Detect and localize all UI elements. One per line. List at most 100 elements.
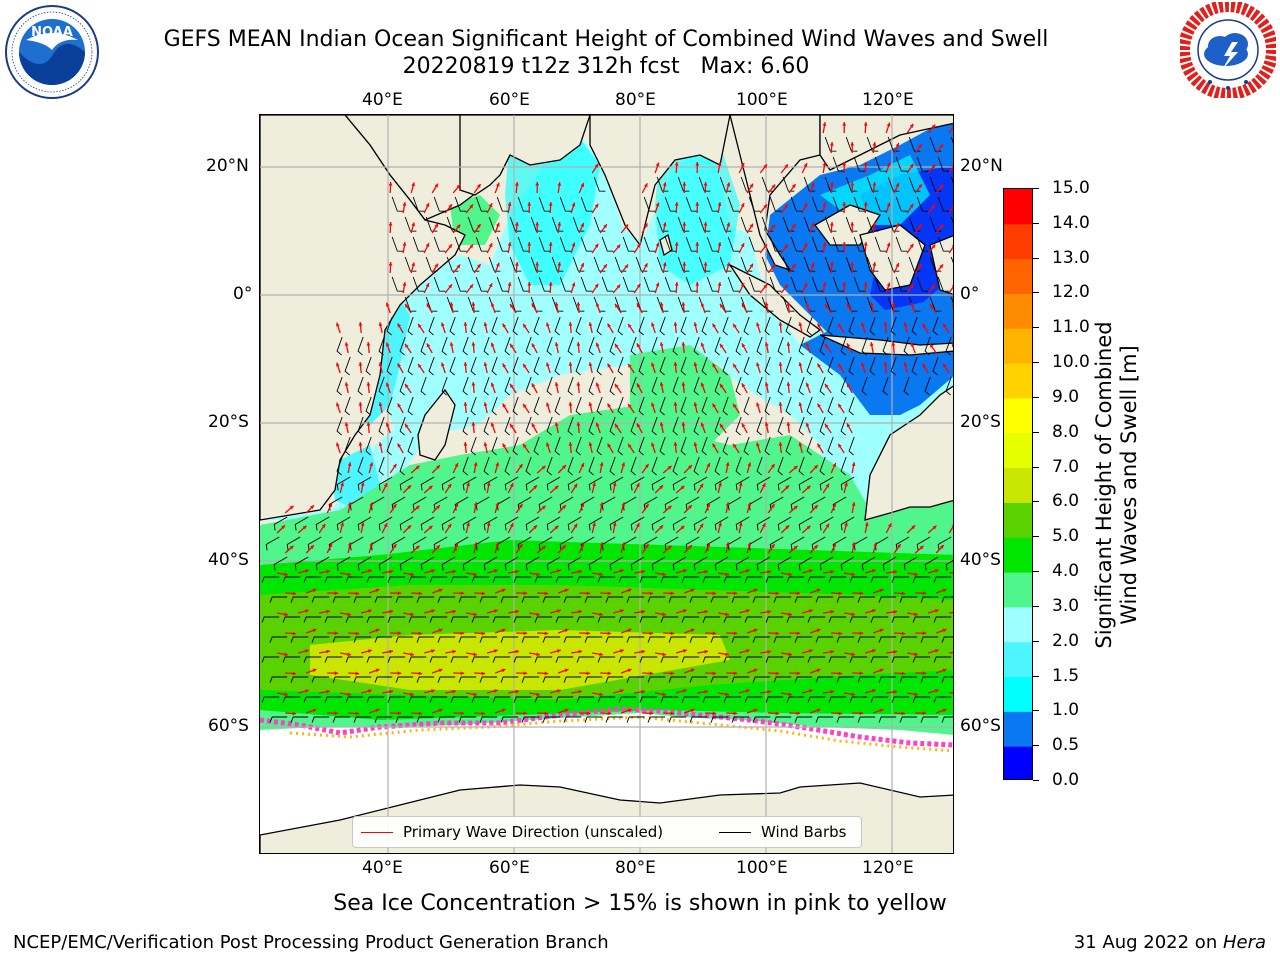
wind-barb <box>470 396 477 416</box>
wind-barb <box>584 596 603 603</box>
wave-direction-arrowhead <box>367 569 372 573</box>
wind-barb <box>702 616 721 623</box>
wind-barb <box>475 236 488 252</box>
wind-barb <box>626 716 645 723</box>
wind-barb <box>950 256 953 264</box>
wave-direction-arrowhead <box>438 588 443 593</box>
wind-barb <box>470 436 477 456</box>
wind-barb <box>794 676 813 683</box>
wave-direction-arrowhead <box>846 303 851 308</box>
wind-barb <box>752 716 771 723</box>
wave-direction-arrowhead <box>607 403 612 408</box>
wind-barb <box>386 396 393 416</box>
wave-direction-arrowhead <box>334 591 339 596</box>
wave-direction-arrowhead <box>670 711 675 716</box>
wave-direction-arrowhead <box>344 422 349 427</box>
wind-barb <box>513 576 532 583</box>
wind-barb <box>496 196 509 212</box>
wave-direction-arrowhead <box>893 570 898 574</box>
wind-barb <box>727 236 740 252</box>
wind-barb <box>706 236 719 252</box>
wave-direction-arrowhead <box>568 362 573 366</box>
wave-direction-arrowhead <box>662 572 667 577</box>
wave-direction-arrowhead <box>514 262 519 266</box>
wave-direction-arrowhead <box>326 649 331 654</box>
wind-barb <box>588 516 603 531</box>
wind-barb <box>756 376 763 396</box>
wave-direction-arrowhead <box>659 302 664 307</box>
wave-direction-arrowhead <box>851 692 856 697</box>
wind-barb <box>815 596 834 603</box>
wind-barb <box>651 516 666 531</box>
wave-direction-arrowhead <box>392 503 397 508</box>
wave-direction-arrowhead <box>951 164 953 167</box>
wave-direction-arrowhead <box>798 322 803 327</box>
wave-direction-arrowhead <box>939 184 944 189</box>
colorbar-swatch <box>1004 641 1032 678</box>
wave-direction-arrowhead <box>756 322 760 327</box>
wave-direction-arrowhead <box>778 402 783 406</box>
wind-barb <box>618 696 637 703</box>
colorbar-tick-label: 15.0 <box>1052 178 1090 198</box>
wind-barb <box>546 456 553 476</box>
wind-barb <box>282 656 301 663</box>
wind-barb <box>437 716 456 723</box>
wave-direction-arrowhead <box>635 523 640 528</box>
wind-barb <box>824 176 837 192</box>
wave-direction-arrowhead <box>463 402 468 406</box>
wave-direction-arrowhead <box>557 222 562 226</box>
wave-direction-arrowhead <box>344 382 349 387</box>
wind-barb <box>588 336 595 356</box>
wind-barb <box>567 336 574 356</box>
wave-direction-arrowhead <box>745 569 750 573</box>
wave-direction-arrowhead <box>674 202 679 206</box>
wind-barb <box>492 696 511 703</box>
wind-barb <box>727 196 740 212</box>
wave-direction-arrowhead <box>556 649 561 653</box>
wind-barb <box>395 636 414 643</box>
wind-barb <box>764 436 771 456</box>
wave-direction-arrowhead <box>347 462 352 467</box>
wind-barb <box>836 676 855 683</box>
wave-direction-arrowhead <box>402 242 407 246</box>
wave-direction-arrowhead <box>436 545 440 550</box>
wave-direction-arrowhead <box>405 303 409 308</box>
wind-barb <box>786 656 805 663</box>
wind-barb <box>882 556 897 571</box>
wave-direction-arrowhead <box>463 442 468 446</box>
wave-direction-arrowhead <box>767 689 772 694</box>
colorbar-swatch <box>1004 746 1032 779</box>
wave-direction-arrowhead <box>355 711 360 716</box>
wind-barb <box>677 256 690 272</box>
wind-barb <box>714 416 721 436</box>
wind-barb <box>916 536 931 551</box>
wind-barb <box>899 596 918 603</box>
wind-barb <box>941 676 953 683</box>
wind-barb <box>748 196 761 212</box>
wind-barb <box>336 556 351 571</box>
chart-title: GEFS MEAN Indian Ocean Significant Heigh… <box>163 27 1049 52</box>
wind-barb <box>597 616 616 623</box>
wave-direction-arrowhead <box>621 502 626 507</box>
wind-barb <box>647 676 666 683</box>
wave-direction-arrowhead <box>533 525 538 530</box>
wave-direction-arrowhead <box>615 303 619 308</box>
wave-direction-arrowhead <box>756 402 760 407</box>
wind-barb <box>504 556 519 571</box>
wave-direction-arrowhead <box>284 692 289 697</box>
wave-direction-arrowhead <box>304 569 309 573</box>
wave-direction-arrowhead <box>556 689 561 693</box>
wind-barb <box>790 236 803 252</box>
wind-barb <box>446 256 459 272</box>
wind-barb <box>269 676 288 683</box>
wave-direction-arrowhead <box>775 631 780 636</box>
wave-direction-arrowhead <box>901 591 906 596</box>
wind-barb <box>365 436 372 456</box>
wind-barb <box>887 296 900 312</box>
wave-direction-arrowhead <box>449 342 454 347</box>
wave-direction-arrow <box>949 691 953 694</box>
wave-direction-arrowhead <box>554 525 559 530</box>
wave-direction-arrowhead <box>838 591 843 596</box>
colorbar-swatch <box>1004 189 1032 225</box>
wave-direction-arrowhead <box>562 505 566 509</box>
